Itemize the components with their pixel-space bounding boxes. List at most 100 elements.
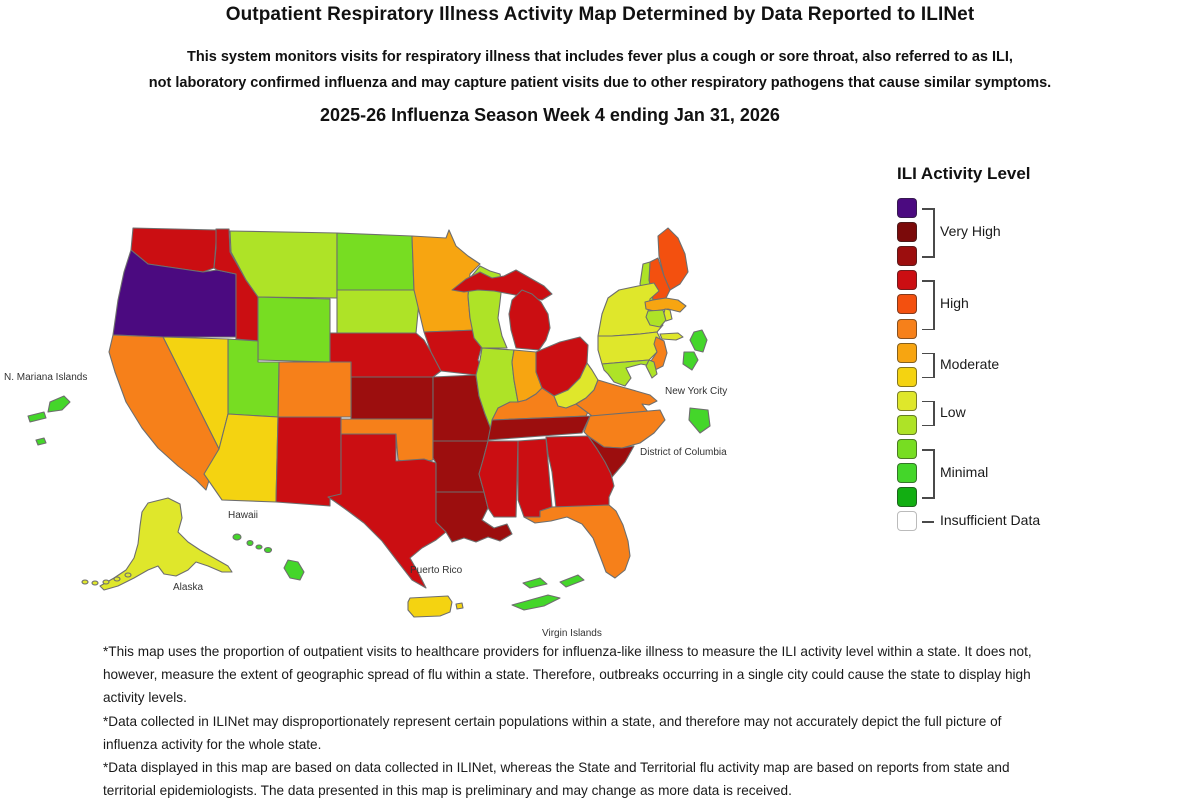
area-vi-st-croix[interactable]: [511, 594, 561, 611]
page-title: Outpatient Respiratory Illness Activity …: [225, 4, 975, 25]
state-de[interactable]: [645, 359, 658, 379]
legend-swatch: [897, 294, 917, 315]
legend-bracket-tick: [922, 208, 934, 210]
legend: Very High High Moderate Low Minimal Insuffici…: [897, 198, 1157, 558]
area-mp-3[interactable]: [35, 437, 47, 446]
area-vi-st-thomas[interactable]: [522, 577, 548, 589]
legend-swatch: [897, 366, 917, 387]
state-md[interactable]: [601, 359, 652, 387]
state-sd[interactable]: [336, 289, 420, 334]
area-pr-vieques[interactable]: [455, 602, 464, 610]
state-ak-aleutian-2[interactable]: [113, 576, 121, 582]
label-virgin-islands: Virgin Islands: [542, 628, 602, 639]
area-pr[interactable]: [407, 595, 453, 618]
area-mp-1[interactable]: [47, 395, 71, 413]
legend-bracket-tick: [922, 376, 934, 379]
footnote-1: *This map uses the proportion of outpati…: [103, 644, 1032, 706]
legend-swatch: [897, 390, 917, 411]
legend-swatch: [897, 198, 917, 218]
state-hi-oahu[interactable]: [246, 539, 254, 547]
legend-bracket-tick: [922, 280, 934, 282]
legend-swatch: [897, 270, 917, 291]
state-co[interactable]: [277, 361, 352, 418]
area-mp-2[interactable]: [27, 411, 47, 423]
state-fl[interactable]: [523, 504, 631, 579]
legend-bracket-line: [933, 208, 935, 258]
legend-group-label: Very High: [940, 223, 1001, 240]
state-mi[interactable]: [508, 289, 551, 351]
state-ak-aleutian-1[interactable]: [124, 572, 132, 578]
label-n-mariana-islands: N. Mariana Islands: [4, 372, 88, 383]
legend-bracket-tick: [922, 328, 934, 330]
state-ak-aleutian-4[interactable]: [91, 580, 99, 586]
state-ma[interactable]: [644, 297, 687, 313]
state-ca[interactable]: [108, 334, 220, 491]
legend-swatch: [897, 487, 917, 508]
legend-swatch: [897, 414, 917, 435]
season-week-title: 2025-26 Influenza Season Week 4 ending J…: [320, 105, 780, 125]
label-district-of-columbia: District of Columbia: [640, 447, 727, 458]
legend-group-label: Minimal: [940, 464, 989, 481]
legend-group-label: High: [940, 295, 969, 312]
state-wy[interactable]: [257, 296, 331, 363]
legend-bracket-line: [933, 280, 935, 330]
legend-insufficient-dash: [922, 521, 934, 523]
state-tx[interactable]: [327, 433, 447, 589]
footnote-2: *Data collected in ILINet may disproport…: [103, 713, 1002, 752]
state-ak-aleutian-3[interactable]: [102, 579, 110, 585]
state-ar[interactable]: [432, 440, 489, 493]
area-vi-st-john[interactable]: [559, 574, 585, 588]
state-hi-maui[interactable]: [263, 546, 273, 554]
legend-swatch: [897, 439, 917, 459]
state-nd[interactable]: [336, 232, 415, 291]
footnotes: *This map uses the proportion of outpati…: [103, 640, 1051, 800]
legend-bracket-tick: [922, 256, 934, 258]
subtitle-line-2: not laboratory confirmed influenza and m…: [148, 75, 1052, 91]
legend-swatch: [897, 246, 917, 267]
state-ri[interactable]: [663, 308, 673, 322]
state-hi-molokai[interactable]: [255, 544, 263, 550]
state-ct[interactable]: [645, 309, 667, 328]
area-dc[interactable]: [688, 407, 711, 434]
legend-swatch: [897, 463, 917, 484]
state-la[interactable]: [435, 491, 513, 543]
legend-bracket-tick: [922, 449, 934, 451]
legend-swatch: [897, 342, 917, 363]
label-new-york-city: New York City: [665, 386, 728, 397]
legend-group-label: Moderate: [940, 355, 1000, 372]
page-subtitle: This system monitors visits for respirat…: [0, 44, 1200, 96]
state-al[interactable]: [517, 438, 553, 518]
state-hi-kauai[interactable]: [232, 533, 242, 541]
legend-bracket-line: [933, 400, 935, 427]
state-tn[interactable]: [487, 415, 591, 441]
state-me[interactable]: [657, 227, 689, 291]
legend-bracket-tick: [922, 424, 934, 427]
area-nyc-2[interactable]: [682, 351, 699, 371]
legend-group-label: Low: [940, 403, 966, 420]
state-ak[interactable]: [99, 497, 233, 591]
legend-swatch: [897, 318, 917, 339]
state-ny-long-island[interactable]: [659, 332, 684, 341]
label-puerto-rico: Puerto Rico: [410, 565, 463, 576]
legend-bracket-line: [933, 352, 935, 379]
legend-insufficient-label: Insufficient Data: [940, 512, 1041, 529]
legend-swatch: [897, 222, 917, 243]
state-hi-big-island[interactable]: [283, 559, 305, 581]
state-nm[interactable]: [275, 416, 342, 507]
state-ak-aleutian-5[interactable]: [81, 579, 89, 585]
state-ks[interactable]: [350, 376, 434, 420]
legend-bracket-tick: [922, 400, 934, 403]
legend-bracket-tick: [922, 352, 934, 355]
subtitle-line-1: This system monitors visits for respirat…: [187, 49, 1013, 65]
state-ms[interactable]: [478, 440, 519, 518]
state-ga[interactable]: [545, 435, 615, 509]
legend-bracket-line: [933, 449, 935, 499]
legend-bracket-tick: [922, 497, 934, 499]
label-hawaii: Hawaii: [228, 510, 259, 521]
legend-swatch-insufficient: [897, 511, 917, 532]
footnote-3: *Data displayed in this map are based on…: [103, 760, 1010, 799]
area-nyc-1[interactable]: [689, 329, 708, 353]
label-alaska: Alaska: [173, 582, 204, 593]
